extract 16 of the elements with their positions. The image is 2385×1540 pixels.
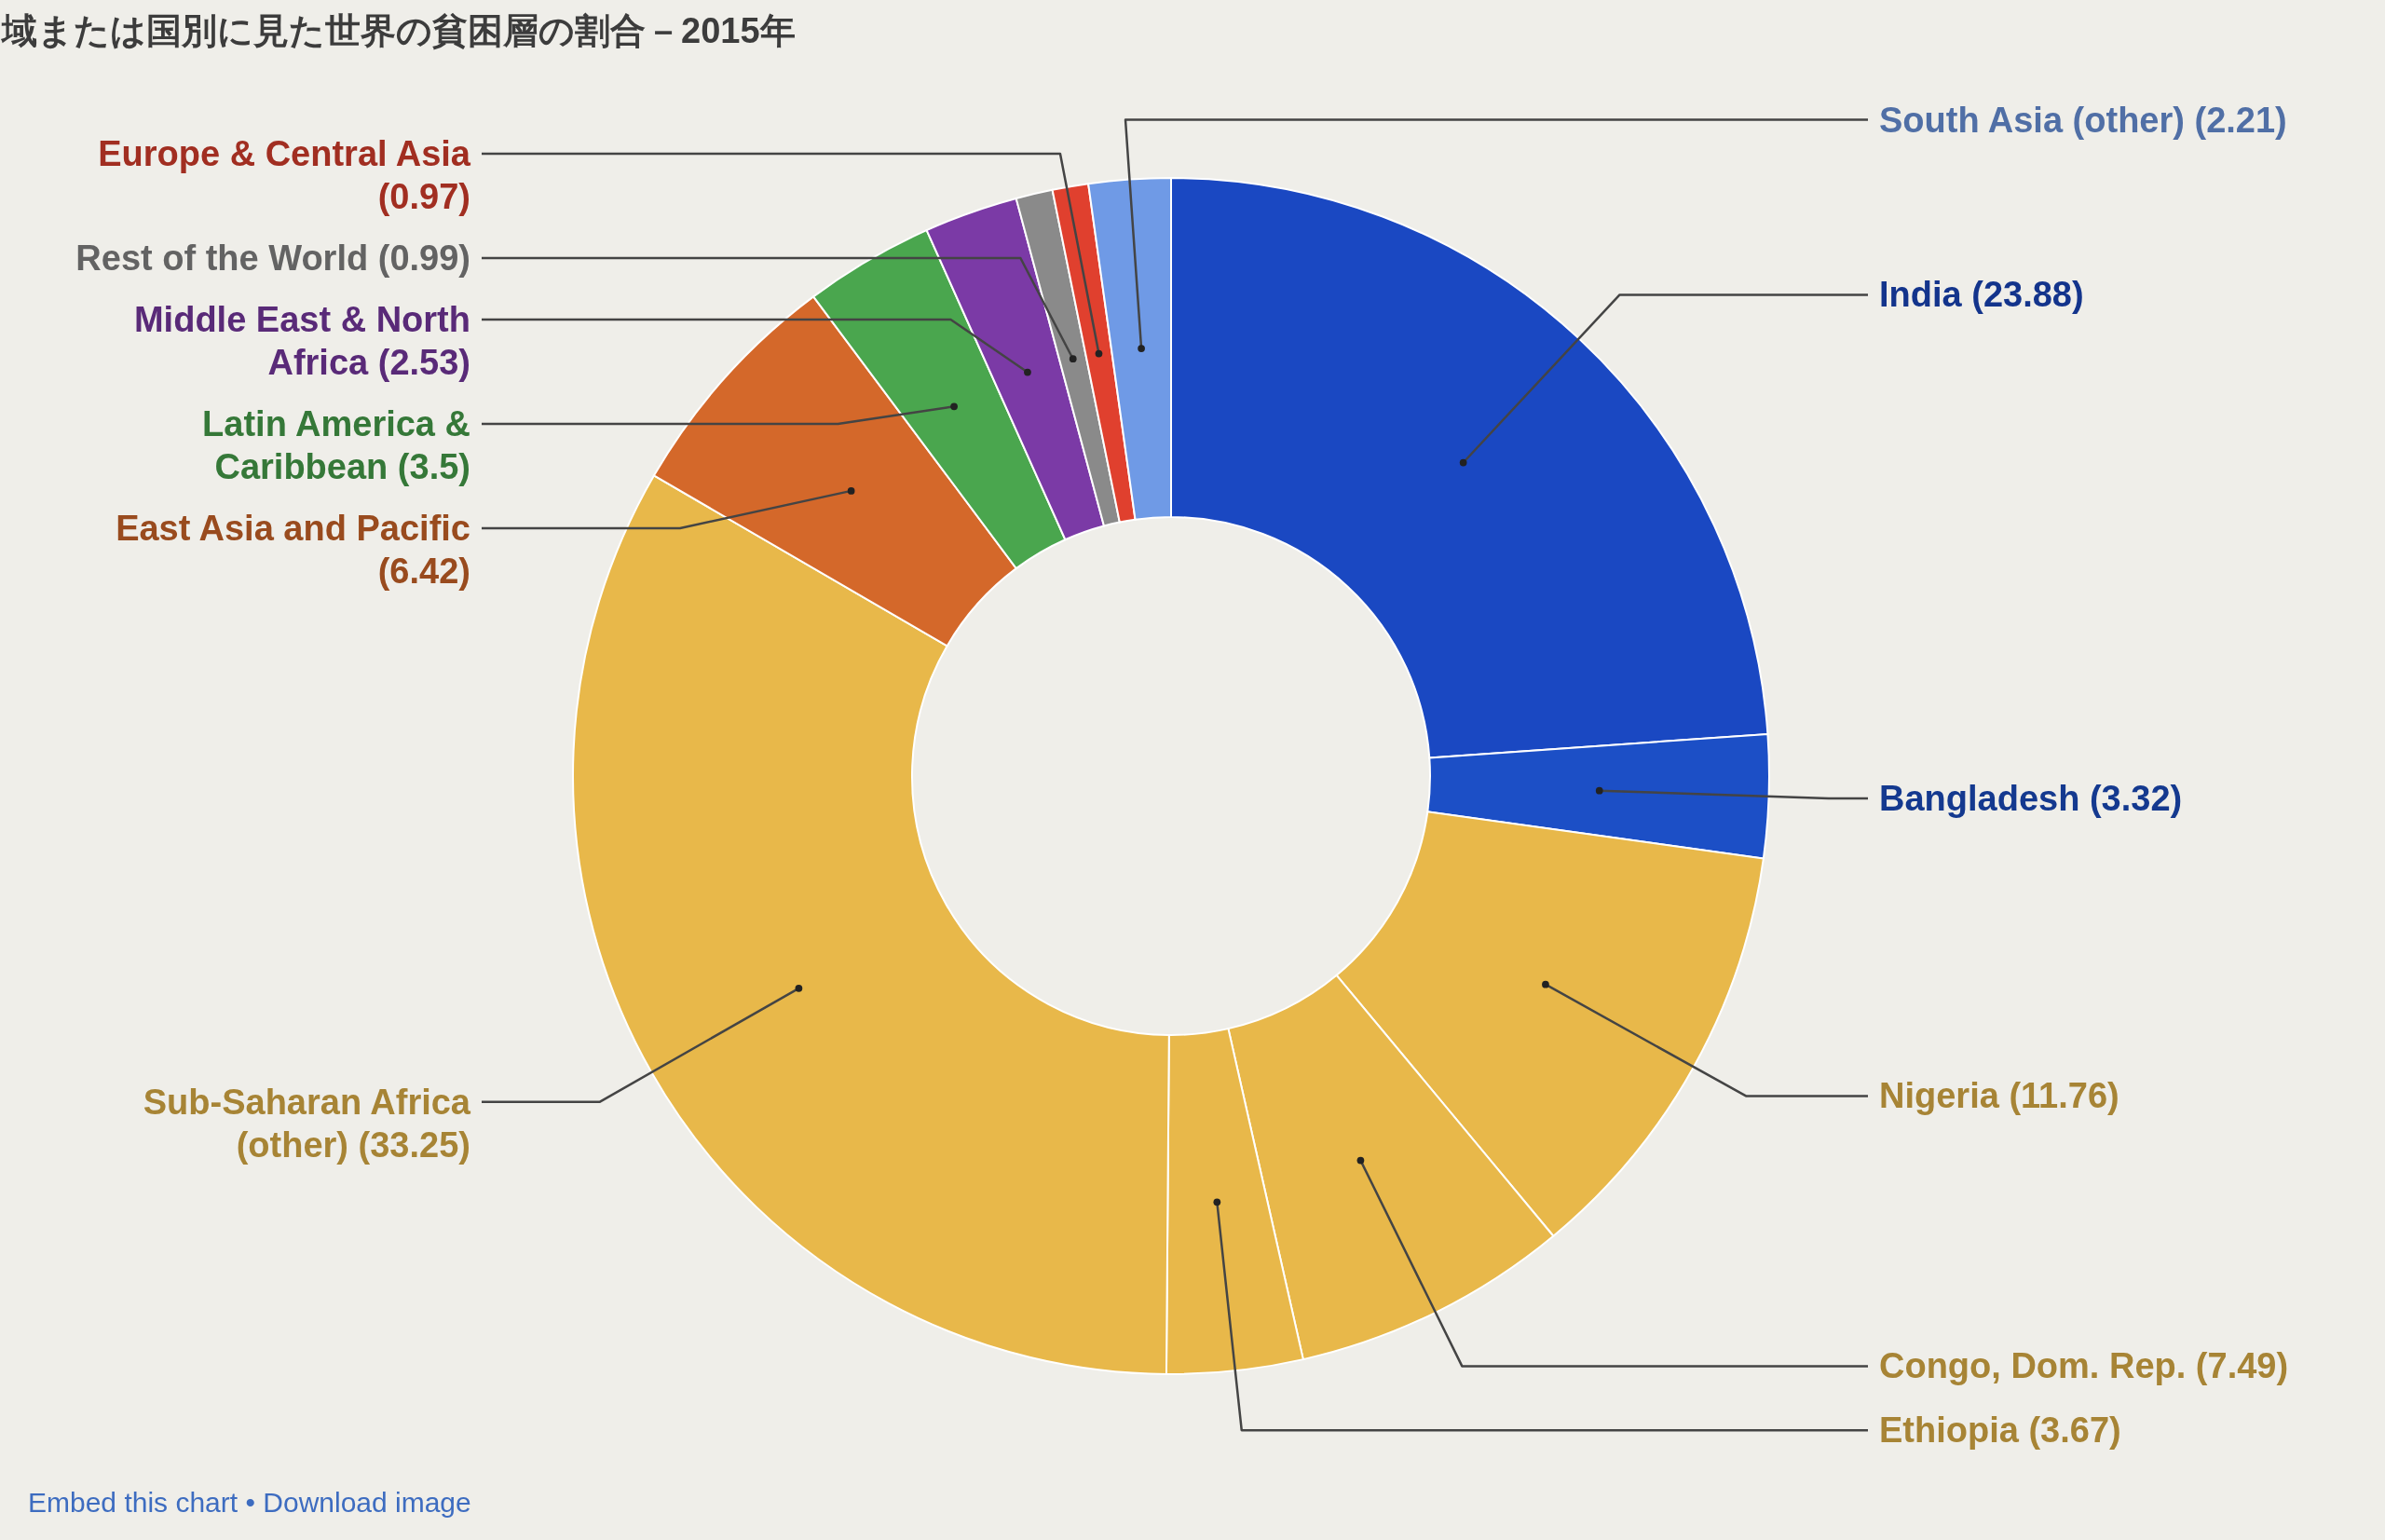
data-label: (6.42) xyxy=(377,552,470,591)
slice-label: Bangladesh (3.32) xyxy=(1879,779,2183,819)
slice-label: Congo, Dom. Rep. (7.49) xyxy=(1879,1346,2289,1386)
text: Embed this chart • Download image xyxy=(28,1487,471,1518)
slice-label: Sub-Saharan Africa (other) (33.25) xyxy=(143,1082,471,1165)
slice-label: Ethiopia (3.67) xyxy=(1879,1411,2121,1451)
slice-label: East Asia and Pacific xyxy=(116,509,470,548)
slice-label: India (23.88) xyxy=(1879,275,2084,315)
data-label: (0.97) xyxy=(377,177,470,216)
slice-label: Middle East & North Africa (2.53) xyxy=(133,300,470,382)
slice-label: Nigeria (11.76) xyxy=(1879,1076,2119,1116)
slice-label: South Asia (other) (2.21) xyxy=(1879,100,2287,140)
slice-label: Europe & Central Asia xyxy=(98,134,471,173)
chart-title: 域または国別に見た世界の貧困層の割合－2015年 xyxy=(0,11,796,50)
slice-label: Rest of the World (0.99) xyxy=(75,238,470,278)
slice-label: Latin America & Caribbean (3.5) xyxy=(202,404,470,486)
